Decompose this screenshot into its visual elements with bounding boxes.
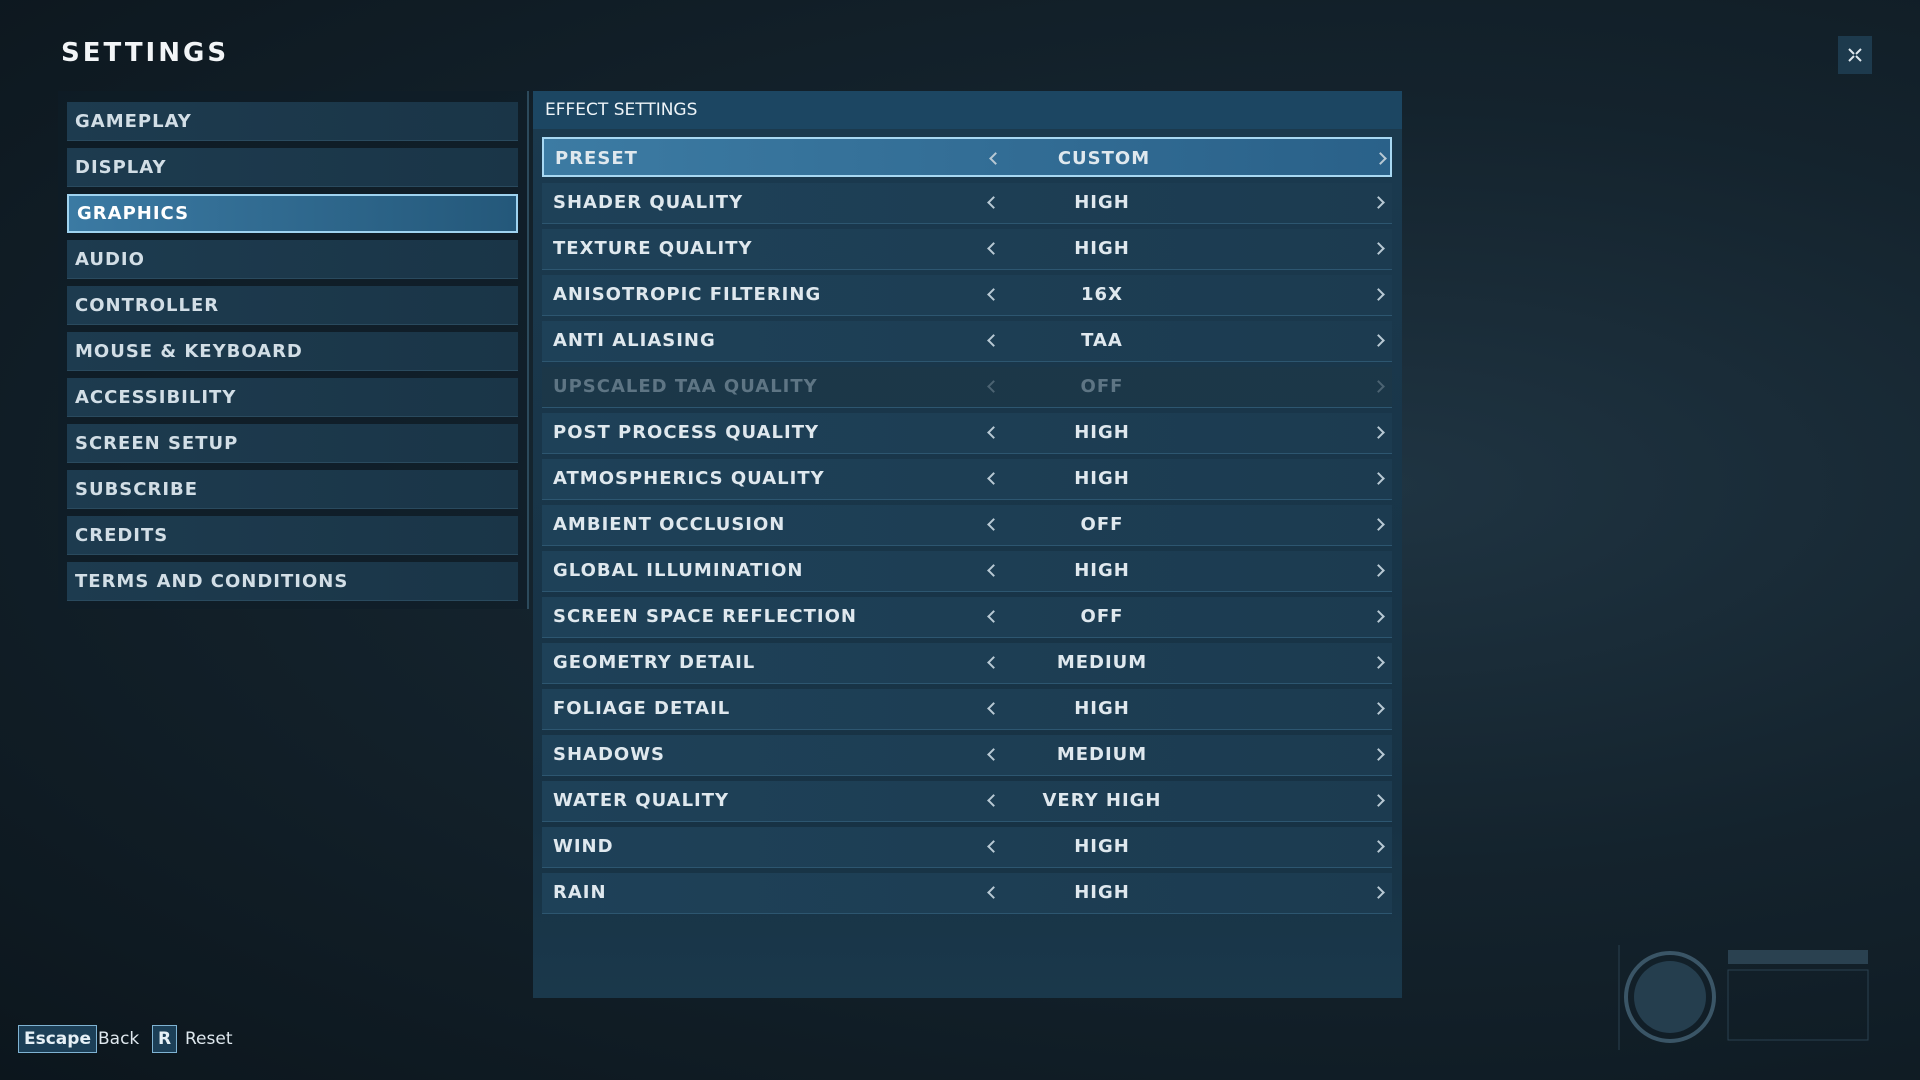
setting-label: AMBIENT OCCLUSION [553,514,786,535]
setting-row[interactable]: TEXTURE QUALITY HIGH [542,229,1392,270]
menu-item[interactable]: GAMEPLAY [67,102,518,141]
next-arrow[interactable] [1372,518,1385,531]
next-arrow [1372,380,1385,393]
setting-row[interactable]: SCREEN SPACE REFLECTION OFF [542,597,1392,638]
setting-label: UPSCALED TAA QUALITY [553,376,818,397]
page-title: SETTINGS [61,38,230,68]
menu-item[interactable]: SCREEN SETUP [67,424,518,463]
next-arrow[interactable] [1372,840,1385,853]
setting-value: HIGH [1074,698,1130,719]
setting-label: FOLIAGE DETAIL [553,698,731,719]
setting-label: ANISOTROPIC FILTERING [553,284,822,305]
setting-row[interactable]: FOLIAGE DETAIL HIGH [542,689,1392,730]
logo-decoration [1618,945,1869,1050]
next-arrow[interactable] [1372,242,1385,255]
setting-label: PRESET [555,148,638,169]
fullscreen-button[interactable] [1838,36,1872,74]
setting-value: HIGH [1074,560,1130,581]
next-arrow[interactable] [1372,564,1385,577]
setting-row[interactable]: ATMOSPHERICS QUALITY HIGH [542,459,1392,500]
setting-row[interactable]: SHADOWS MEDIUM [542,735,1392,776]
setting-label: TEXTURE QUALITY [553,238,753,259]
setting-value: OFF [1080,606,1124,627]
setting-row: UPSCALED TAA QUALITY OFF [542,367,1392,408]
sidebar: GAMEPLAY DISPLAY GRAPHICS AUDIO CONTROLLER MO… [58,91,529,609]
setting-row[interactable]: WATER QUALITY VERY HIGH [542,781,1392,822]
action-hint[interactable]: Back [98,1029,140,1049]
setting-row[interactable]: GLOBAL ILLUMINATION HIGH [542,551,1392,592]
menu-item[interactable]: CONTROLLER [67,286,518,325]
setting-label: ANTI ALIASING [553,330,716,351]
setting-value: HIGH [1074,468,1130,489]
next-arrow[interactable] [1372,288,1385,301]
settings-panel: EFFECT SETTINGS PRESET CUSTOM SHADER QUALI… [533,91,1402,998]
setting-label: GLOBAL ILLUMINATION [553,560,804,581]
setting-label: SHADER QUALITY [553,192,744,213]
setting-value: MEDIUM [1056,744,1148,765]
setting-row[interactable]: POST PROCESS QUALITY HIGH [542,413,1392,454]
next-arrow[interactable] [1372,702,1385,715]
next-arrow[interactable] [1372,656,1385,669]
menu-item[interactable]: DISPLAY [67,148,518,187]
setting-label: WATER QUALITY [553,790,730,811]
setting-value: HIGH [1074,192,1130,213]
next-arrow[interactable] [1372,748,1385,761]
setting-value: MEDIUM [1056,652,1148,673]
menu-item[interactable]: GRAPHICS [67,194,518,233]
menu-item[interactable]: SUBSCRIBE [67,470,518,509]
next-arrow[interactable] [1372,426,1385,439]
setting-row[interactable]: WIND HIGH [542,827,1392,868]
setting-value: CUSTOM [1057,148,1151,169]
setting-value: OFF [1080,514,1124,535]
next-arrow[interactable] [1372,196,1385,209]
menu-item[interactable]: AUDIO [67,240,518,279]
menu-item[interactable]: CREDITS [67,516,518,555]
setting-label: SCREEN SPACE REFLECTION [553,606,857,627]
setting-value: HIGH [1074,422,1130,443]
setting-row[interactable]: RAIN HIGH [542,873,1392,914]
next-arrow[interactable] [1372,472,1385,485]
setting-row[interactable]: ANTI ALIASING TAA [542,321,1392,362]
menu-item[interactable]: MOUSE & KEYBOARD [67,332,518,371]
setting-row[interactable]: ANISOTROPIC FILTERING 16X [542,275,1392,316]
panel-title: EFFECT SETTINGS [533,91,1402,129]
next-arrow[interactable] [1372,334,1385,347]
setting-value: HIGH [1074,238,1130,259]
key-hint[interactable]: R [152,1025,178,1053]
setting-row[interactable]: AMBIENT OCCLUSION OFF [542,505,1392,546]
next-arrow[interactable] [1372,794,1385,807]
setting-label: POST PROCESS QUALITY [553,422,820,443]
setting-label: WIND [553,836,614,857]
menu-item[interactable]: TERMS AND CONDITIONS [67,562,518,601]
setting-value: TAA [1081,330,1123,351]
setting-label: RAIN [553,882,607,903]
setting-row[interactable]: PRESET CUSTOM [542,137,1392,177]
setting-value: OFF [1080,376,1124,397]
setting-label: GEOMETRY DETAIL [553,652,756,673]
setting-value: VERY HIGH [1042,790,1162,811]
setting-value: HIGH [1074,836,1130,857]
next-arrow[interactable] [1372,610,1385,623]
setting-value: 16X [1081,284,1123,305]
key-hint[interactable]: Escape [18,1025,97,1053]
setting-value: HIGH [1074,882,1130,903]
setting-label: ATMOSPHERICS QUALITY [553,468,825,489]
setting-row[interactable]: SHADER QUALITY HIGH [542,183,1392,224]
setting-row[interactable]: GEOMETRY DETAIL MEDIUM [542,643,1392,684]
next-arrow[interactable] [1374,152,1387,165]
action-hint[interactable]: Reset [185,1029,233,1049]
menu-item[interactable]: ACCESSIBILITY [67,378,518,417]
setting-label: SHADOWS [553,744,666,765]
next-arrow[interactable] [1372,886,1385,899]
